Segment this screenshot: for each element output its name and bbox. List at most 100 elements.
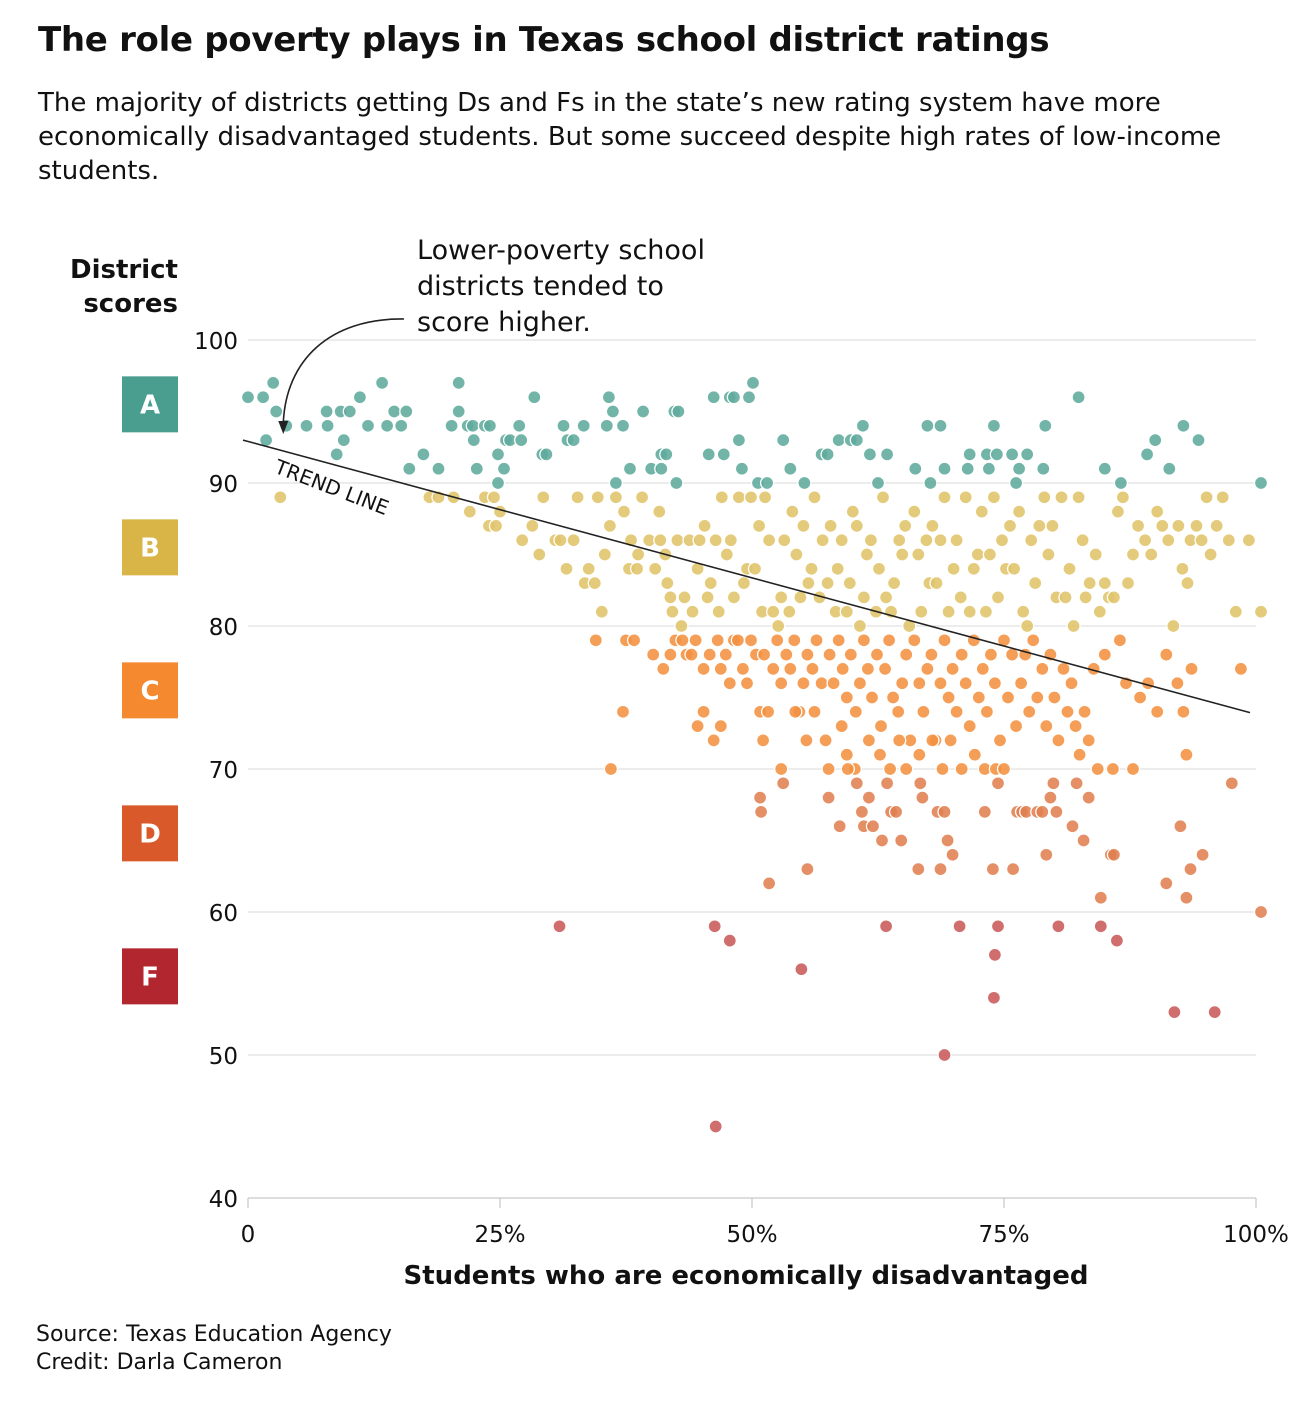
data-point	[255, 390, 271, 405]
data-point	[718, 647, 733, 662]
data-point	[1097, 575, 1112, 591]
data-point	[1125, 547, 1141, 562]
data-point	[1130, 518, 1146, 534]
data-point	[1037, 490, 1052, 505]
grade-box-f	[122, 948, 178, 1005]
data-point	[807, 490, 822, 505]
data-point	[1008, 718, 1024, 734]
data-point	[879, 776, 895, 791]
data-point	[1022, 704, 1037, 719]
data-point	[465, 418, 480, 433]
data-point	[895, 547, 910, 562]
data-point	[1082, 575, 1097, 591]
data-point	[986, 490, 1002, 505]
grade-label: A	[140, 390, 160, 420]
data-point	[881, 633, 897, 648]
data-point	[1183, 861, 1198, 877]
data-point	[1047, 690, 1062, 705]
data-point	[608, 490, 624, 505]
data-point	[342, 404, 357, 419]
data-point	[379, 418, 395, 433]
data-point	[266, 375, 281, 391]
data-point	[670, 533, 685, 548]
data-point	[899, 761, 914, 777]
data-point	[925, 733, 940, 748]
data-point	[933, 861, 948, 877]
data-point	[797, 475, 812, 491]
data-point	[1035, 661, 1050, 677]
y-tick-label: 40	[209, 1187, 238, 1213]
data-point	[891, 704, 906, 719]
data-point	[1106, 590, 1122, 605]
data-point	[1077, 704, 1092, 719]
data-point	[608, 475, 624, 491]
data-point	[919, 533, 934, 548]
data-point	[958, 676, 973, 691]
data-point	[299, 418, 314, 433]
data-point	[696, 704, 711, 719]
data-point	[1097, 461, 1112, 476]
data-point	[615, 418, 631, 433]
data-point	[849, 776, 864, 791]
y-tick-label: 60	[209, 901, 238, 927]
data-point	[581, 561, 596, 576]
data-point	[874, 833, 890, 848]
data-point	[912, 747, 927, 762]
x-tick-label: 50%	[726, 1222, 777, 1248]
data-point	[690, 718, 705, 734]
data-point	[912, 676, 927, 691]
data-point	[1144, 547, 1159, 562]
chart-title: The role poverty plays in Texas school d…	[38, 20, 1050, 60]
data-point	[766, 661, 781, 677]
data-point	[706, 390, 721, 405]
data-point	[960, 461, 975, 476]
data-point	[1253, 604, 1269, 619]
data-point	[855, 418, 871, 433]
x-tick-label: 25%	[474, 1222, 525, 1248]
data-point	[886, 575, 902, 591]
data-point	[431, 461, 446, 476]
data-point	[708, 533, 723, 548]
grade-label: B	[140, 533, 160, 563]
data-point	[894, 833, 909, 848]
data-point	[747, 561, 763, 576]
data-point	[663, 647, 678, 662]
data-point	[985, 861, 1001, 877]
data-point	[771, 618, 786, 634]
data-point	[899, 647, 914, 662]
data-point	[697, 518, 712, 534]
data-point	[615, 704, 631, 719]
data-point	[814, 676, 829, 691]
data-point	[892, 533, 907, 548]
data-point	[882, 761, 898, 777]
data-point	[587, 575, 602, 591]
data-point	[849, 432, 864, 448]
data-point	[800, 861, 815, 877]
data-point	[796, 676, 811, 691]
data-point	[556, 418, 571, 433]
data-point	[908, 461, 923, 476]
data-point	[706, 733, 721, 748]
data-point	[794, 962, 809, 977]
data-point	[1097, 647, 1112, 662]
data-point	[597, 547, 612, 562]
data-point	[708, 1119, 723, 1134]
data-point	[801, 575, 816, 591]
data-point	[646, 647, 661, 662]
data-point	[953, 590, 968, 605]
data-point	[739, 676, 755, 691]
data-point	[958, 490, 973, 505]
data-point	[731, 432, 747, 448]
data-point	[711, 604, 726, 619]
data-point	[1035, 804, 1050, 820]
data-point	[654, 461, 669, 476]
data-point	[1189, 518, 1204, 534]
data-point	[966, 561, 981, 576]
data-point	[1032, 518, 1047, 534]
annotation-arrow	[282, 318, 405, 423]
data-point	[451, 404, 466, 419]
data-point	[1195, 847, 1210, 862]
data-point	[788, 704, 803, 719]
data-point	[451, 375, 466, 391]
data-point	[821, 790, 836, 805]
